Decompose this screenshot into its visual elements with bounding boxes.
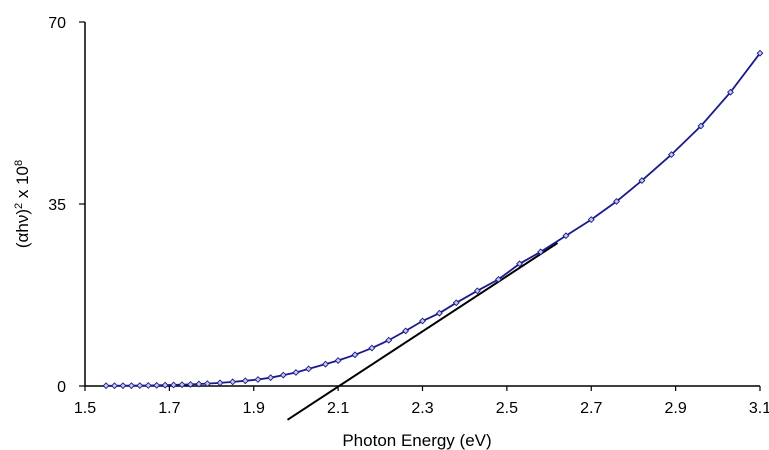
y-tick-label: 70	[48, 15, 66, 32]
data-point	[667, 151, 675, 159]
y-axis-title-main: (αhν)	[13, 209, 32, 248]
data-point	[292, 369, 300, 376]
data-point	[322, 360, 329, 368]
data-point	[144, 382, 152, 389]
data-point	[495, 275, 502, 283]
data-point	[127, 382, 135, 390]
data-series-line	[106, 52, 761, 387]
data-point	[638, 177, 646, 185]
x-tick-label: 2.7	[580, 400, 602, 417]
data-point	[587, 216, 595, 224]
data-point	[170, 381, 178, 389]
data-point	[279, 371, 287, 379]
data-point	[267, 374, 275, 382]
x-tick-label: 2.1	[327, 400, 349, 417]
data-point	[727, 88, 734, 96]
data-point	[385, 336, 393, 344]
data-point	[368, 344, 376, 352]
data-point	[537, 248, 545, 256]
data-point	[203, 380, 211, 388]
data-point	[119, 382, 127, 390]
data-point	[178, 381, 186, 389]
x-tick-label: 1.5	[74, 400, 96, 417]
data-point	[452, 299, 460, 307]
data-point	[756, 49, 764, 57]
data-point	[562, 232, 570, 240]
y-axis-title-sup2: 8	[13, 160, 25, 166]
data-point	[254, 376, 262, 383]
data-point	[241, 377, 249, 385]
x-tick-label: 1.7	[158, 400, 180, 417]
data-point	[613, 197, 620, 205]
data-point	[697, 122, 705, 130]
y-axis-title-sup1: 2	[13, 203, 25, 209]
x-tick-label: 2.5	[496, 400, 518, 417]
data-point	[153, 381, 161, 389]
data-point	[473, 287, 481, 295]
plot-area: 1.5 1.7 1.9 2.1 2.3 2.5 2.7 2.9 3.1 0 35 70	[48, 15, 769, 421]
y-axis-title-mid: x 10	[13, 166, 32, 203]
data-point	[435, 309, 443, 317]
x-tick-label: 3.1	[749, 400, 769, 417]
data-point	[102, 382, 110, 390]
data-point	[419, 317, 426, 325]
data-point	[516, 260, 523, 268]
x-tick-label: 2.3	[411, 400, 433, 417]
fit-line	[286, 242, 559, 421]
data-point	[187, 381, 194, 388]
x-axis-title: Photon Energy (eV)	[342, 431, 491, 450]
x-tick-label: 1.9	[243, 400, 265, 417]
y-tick-label: 35	[48, 197, 66, 214]
data-point	[305, 365, 313, 373]
series-layer	[102, 49, 764, 421]
data-point	[111, 382, 118, 390]
data-point	[136, 382, 144, 390]
x-ticks: 1.5 1.7 1.9 2.1 2.3 2.5 2.7 2.9 3.1	[74, 386, 769, 417]
data-point	[351, 351, 359, 359]
data-point	[216, 379, 224, 387]
y-ticks: 0 35 70	[48, 15, 85, 396]
data-point	[195, 380, 203, 388]
data-point	[334, 357, 342, 364]
y-tick-label: 0	[57, 379, 66, 396]
y-axis-title: (αhν)2 x 108	[13, 160, 32, 248]
data-point	[402, 327, 410, 335]
data-point	[161, 381, 169, 389]
x-tick-label: 2.9	[665, 400, 687, 417]
data-point	[229, 378, 237, 386]
